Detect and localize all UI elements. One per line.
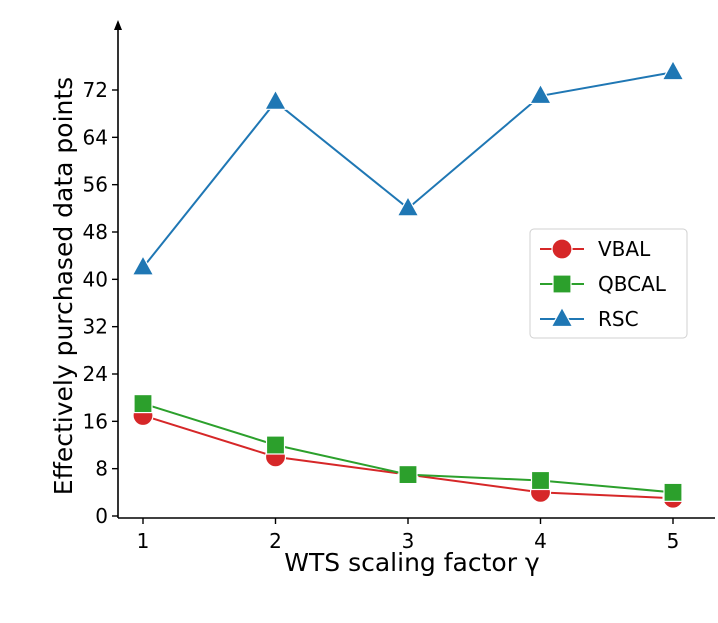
qbcal-point (398, 464, 418, 485)
legend-marker-icon (550, 306, 574, 328)
y-axis-arrow-icon (114, 20, 122, 30)
qbcal-point (265, 435, 286, 455)
rsc-point (263, 89, 288, 110)
series-layer (131, 59, 685, 509)
x-tick-label: 5 (667, 529, 680, 553)
legend: VBAL QBCAL RSC (529, 228, 688, 339)
legend-marker-icon (551, 238, 573, 260)
y-tick-label: 56 (83, 173, 108, 197)
x-tick-label: 4 (534, 529, 547, 553)
x-ticks: 1 2 3 4 5 (137, 518, 680, 553)
qbcal-point (133, 393, 153, 414)
legend-item-qbcal: QBCAL (540, 272, 667, 296)
y-tick-label: 32 (83, 315, 108, 339)
rsc-point (396, 195, 420, 217)
series-qbcal (133, 393, 683, 502)
legend-label: RSC (598, 307, 639, 331)
y-axis-title: Effectively purchased data points (49, 77, 78, 495)
y-tick-label: 16 (83, 409, 108, 433)
x-tick-label: 2 (269, 529, 282, 553)
qbcal-point (530, 470, 551, 491)
x-axis-title: WTS scaling factor γ (284, 548, 540, 577)
y-tick-label: 72 (83, 78, 108, 102)
legend-label: VBAL (598, 237, 651, 261)
y-tick-label: 64 (83, 125, 108, 149)
series-vbal (132, 404, 684, 509)
y-tick-label: 24 (83, 362, 108, 386)
y-tick-label: 40 (83, 267, 108, 291)
y-tick-label: 48 (83, 220, 108, 244)
rsc-point (528, 83, 553, 105)
y-tick-label: 0 (95, 504, 108, 528)
legend-item-rsc: RSC (540, 306, 639, 331)
rsc-point (661, 59, 685, 81)
rsc-point (131, 254, 155, 276)
y-tick-label: 8 (95, 457, 108, 481)
series-rsc (131, 59, 685, 276)
x-tick-label: 3 (402, 529, 415, 553)
axes (114, 20, 715, 519)
qbcal-point (663, 482, 683, 502)
legend-item-vbal: VBAL (540, 237, 651, 261)
legend-label: QBCAL (598, 272, 667, 296)
y-ticks: 0 8 16 24 32 40 48 56 64 72 (83, 78, 118, 528)
legend-marker-icon (552, 274, 572, 294)
x-tick-label: 1 (137, 529, 150, 553)
